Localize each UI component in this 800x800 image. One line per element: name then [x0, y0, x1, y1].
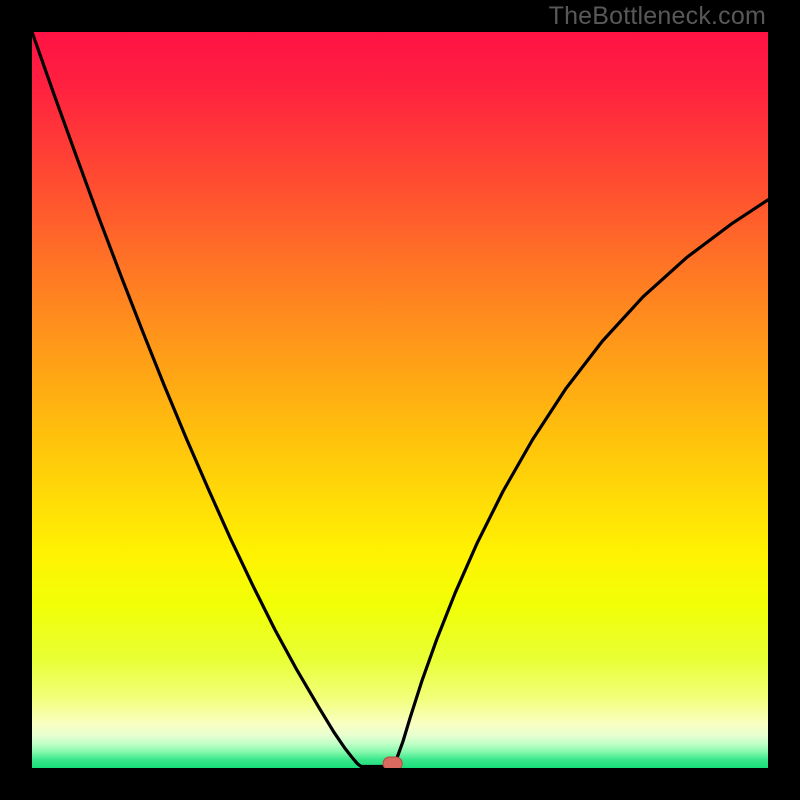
chart-background	[32, 32, 768, 768]
chart-frame: TheBottleneck.com	[0, 0, 800, 800]
minimum-marker	[383, 757, 402, 768]
watermark-text: TheBottleneck.com	[549, 2, 766, 31]
bottleneck-chart	[32, 32, 768, 768]
plot-area	[32, 32, 768, 768]
